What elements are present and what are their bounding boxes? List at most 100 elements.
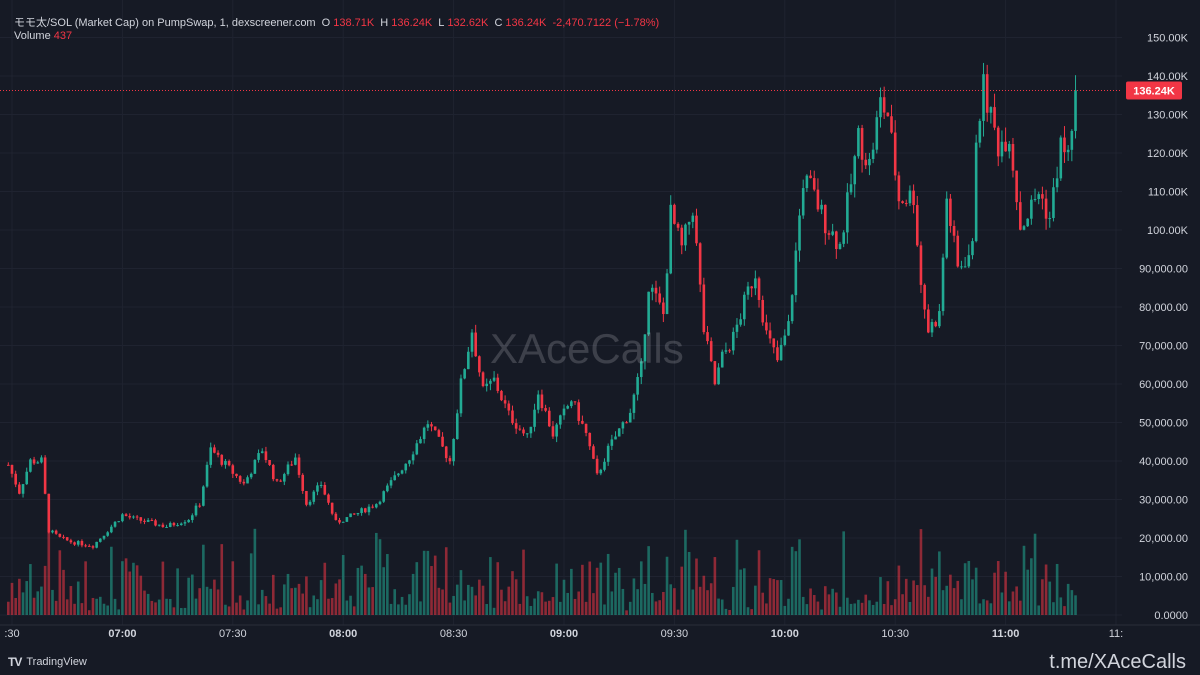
candle-body xyxy=(279,480,282,482)
open-label: O xyxy=(321,17,331,29)
volume-bar xyxy=(882,603,886,615)
volume-bar xyxy=(117,609,121,615)
volume-bar xyxy=(382,567,385,615)
volume-bar xyxy=(419,601,422,615)
candle-body xyxy=(610,439,614,446)
volume-bar xyxy=(886,581,890,615)
candles xyxy=(7,62,1077,550)
volume-bar xyxy=(183,607,187,615)
volume-bar xyxy=(478,579,481,615)
volume-bar xyxy=(492,607,496,615)
candle-body xyxy=(382,491,385,502)
candle-body xyxy=(143,520,146,522)
candle-body xyxy=(812,178,816,190)
candle-body xyxy=(297,457,301,475)
volume-bar xyxy=(102,603,106,615)
volume-bar xyxy=(820,609,823,615)
candle-body xyxy=(371,506,374,508)
volume-bar xyxy=(279,607,282,615)
candle-body xyxy=(949,198,952,226)
candle-body xyxy=(327,494,330,503)
volume-bar xyxy=(43,565,47,615)
candle-body xyxy=(680,227,684,246)
volume-bar xyxy=(330,598,334,615)
candle-body xyxy=(695,215,698,244)
volume-bar xyxy=(1026,569,1029,615)
candle-body xyxy=(227,461,231,466)
candle-body xyxy=(963,266,967,268)
candle-body xyxy=(95,541,98,548)
price-tick-label: 100.00K xyxy=(1147,225,1189,237)
volume-label: Volume xyxy=(14,30,51,42)
volume-bar xyxy=(978,603,982,615)
candle-body xyxy=(724,350,728,352)
volume-bar xyxy=(187,577,190,615)
volume-bar xyxy=(743,568,746,615)
volume-bar xyxy=(161,561,165,615)
candle-body xyxy=(603,461,606,470)
volume-bar xyxy=(14,597,17,615)
volume-bar xyxy=(62,569,65,615)
candle-body xyxy=(161,524,165,528)
candle-body xyxy=(290,464,293,466)
volume-bar xyxy=(960,599,963,615)
volume-bar xyxy=(728,609,731,615)
candle-body xyxy=(1037,194,1041,200)
time-tick-label: 11:00 xyxy=(992,628,1020,640)
volume-bar xyxy=(253,528,257,615)
volume-bar xyxy=(577,591,581,615)
candle-body xyxy=(492,377,496,381)
candle-body xyxy=(7,464,10,466)
volume-bar xyxy=(128,571,132,615)
candle-body xyxy=(934,322,937,327)
candle-body xyxy=(87,545,91,547)
candle-body xyxy=(823,204,827,234)
candle-body xyxy=(904,203,908,205)
volume-bar xyxy=(838,606,842,615)
volume-bar xyxy=(687,551,691,615)
volume-bar xyxy=(459,570,463,615)
candle-body xyxy=(198,505,201,507)
candle-body xyxy=(879,97,882,118)
candle-body xyxy=(846,192,849,233)
volume-bar xyxy=(1070,590,1074,615)
candle-body xyxy=(286,464,290,475)
volume-bar xyxy=(853,603,857,615)
candle-body xyxy=(271,464,275,480)
volume-bar xyxy=(581,564,584,615)
volume-bar xyxy=(1004,571,1007,615)
candle-body xyxy=(1004,141,1007,152)
volume-bar xyxy=(890,605,893,615)
volume-bar xyxy=(930,568,934,615)
candle-body xyxy=(415,443,419,455)
telegram-link[interactable]: t.me/XAceCalls xyxy=(1049,651,1186,673)
candle-body xyxy=(1066,149,1070,153)
volume-bar xyxy=(871,604,875,615)
tradingview-logo[interactable]: TV TradingView xyxy=(8,655,87,669)
low-label: L xyxy=(438,17,445,29)
tradingview-brand: TradingView xyxy=(26,656,87,668)
candle-body xyxy=(750,286,753,289)
candle-body xyxy=(489,380,492,384)
volume-bar xyxy=(606,553,610,615)
volume-bar xyxy=(349,595,352,615)
candle-body xyxy=(316,485,319,492)
candle-body xyxy=(1059,137,1063,179)
volume-bar xyxy=(941,590,945,615)
candle-body xyxy=(283,474,286,482)
candle-body xyxy=(305,490,308,505)
candle-body xyxy=(455,413,459,439)
candle-body xyxy=(533,409,536,427)
volume-bar xyxy=(993,572,996,615)
volume-bar xyxy=(919,529,923,615)
volume-bar xyxy=(283,584,286,615)
candle-body xyxy=(636,377,639,395)
volume-bar xyxy=(367,587,371,615)
volume-bar xyxy=(735,539,739,615)
candle-body xyxy=(915,205,919,246)
candle-body xyxy=(220,454,224,465)
volume-bar xyxy=(271,574,275,615)
candle-body xyxy=(216,452,220,455)
volume-bar xyxy=(191,574,194,615)
price-tick-label: 70,000.00 xyxy=(1139,341,1188,353)
